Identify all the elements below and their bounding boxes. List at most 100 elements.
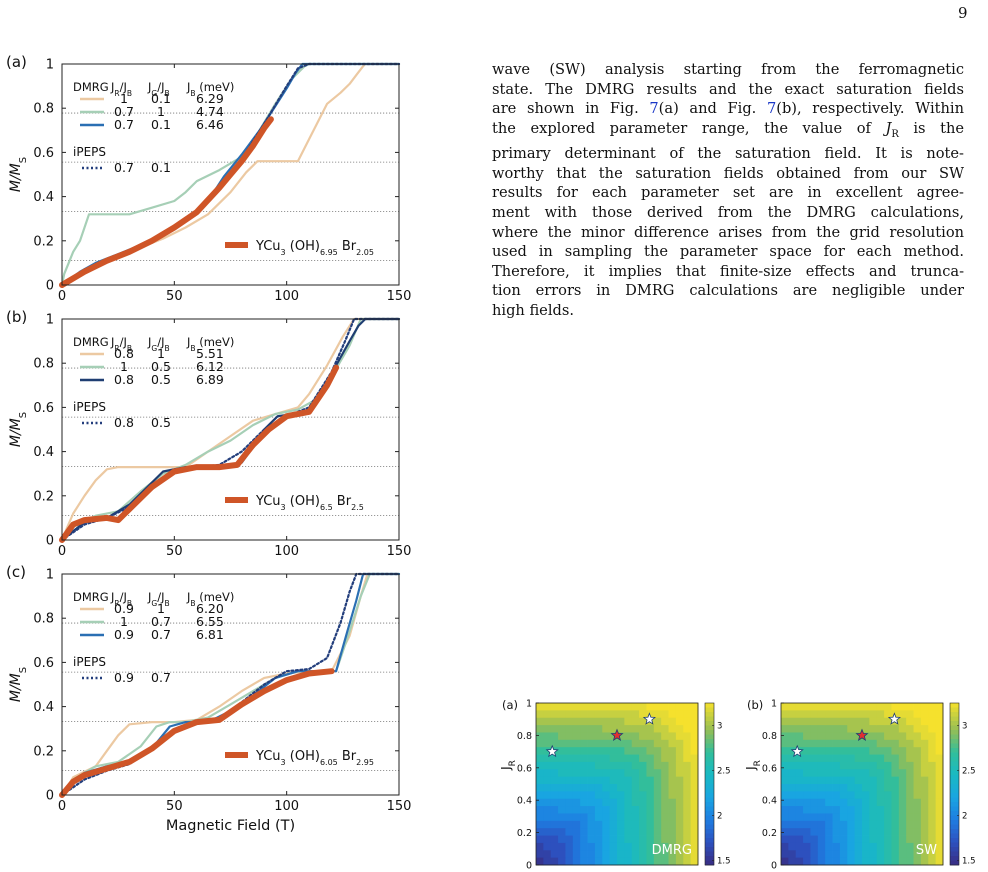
heatmap-cell [675,703,684,711]
heatmap-cell [565,798,574,807]
heatmap-cell [876,703,885,711]
heatmap-cell [876,725,885,733]
heatmap-cell [675,732,684,741]
star-marker [545,744,559,758]
text-line: are shown in Fig. 7(a) and Fig. 7(b), re… [492,100,964,118]
heatmap-cell [898,850,907,859]
colorbar-cell [950,721,959,726]
heatmap-cell [675,739,684,748]
heatmap-cell [913,835,922,844]
heatmap-cell [810,747,819,755]
heatmap-cell [847,828,856,836]
heatmap-cell [587,806,596,814]
colorbar-cell [950,761,959,767]
heatmap-cell [839,703,848,711]
heatmap-cell [550,806,559,814]
heatmap-cell [617,828,625,836]
heatmap-cell [661,725,669,733]
heatmap-cell [803,798,811,807]
heatmap-cell [624,703,633,711]
heatmap-cell [683,806,692,814]
experiment-curve [59,116,274,288]
heatmap-cell [869,732,878,741]
heatmap-cell [624,798,633,807]
heatmap-cell [639,739,647,748]
heatmap-cell [869,850,878,859]
heatmap-cell [913,710,922,719]
heatmap-cell [668,710,677,719]
heatmap-cell [854,739,863,748]
heatmap-cell [668,739,677,748]
heatmap-cell [803,776,811,785]
heatmap-cell [832,857,841,866]
heatmap-cell [543,769,552,778]
heatmap-cell [906,732,914,741]
heatmap-cell [587,784,596,792]
colorbar-cell [950,716,959,722]
heatmap-cell [862,784,870,792]
heatmap-cell [653,857,662,866]
colorbar-cell [705,734,714,740]
heatmap-cell [817,747,826,755]
heatmap-cell [572,776,581,785]
heatmap-cell [869,813,878,822]
heatmap-cell [572,835,581,844]
heatmap-cell [572,725,581,733]
heatmap-cell [617,747,625,755]
colorbar-cell [705,806,714,812]
heatmap-cell [690,820,699,829]
heatmap-cell [854,850,863,859]
legend-header: DMRG [73,335,109,349]
heatmap-cell [558,835,566,844]
heatmap-cell [913,842,922,851]
heatmap-cell [839,784,848,792]
heatmap-cell [825,754,833,763]
heatmap-cell [536,703,544,711]
heatmap-cell [653,761,662,770]
text-line: tion errors in DMRG calculations are neg… [492,282,964,300]
y-tick-label: 0.8 [33,357,54,372]
heatmap-cell [832,717,841,726]
heatmap-cell [646,828,655,836]
heatmap-cell [631,828,640,836]
heatmap-cell [884,732,892,741]
y-tick-label: 0 [771,861,777,872]
panel-label: (c) [6,563,26,581]
heatmap-cell [906,754,914,763]
heatmap-cell [594,732,603,741]
legend-header: JB (meV) [186,80,234,98]
heatmap-cell [795,703,804,711]
colorbar-cell [705,851,714,857]
colorbar-tick-label: 2 [717,812,722,822]
heatmap-cell [690,725,699,733]
heatmap-cell [543,703,552,711]
heatmap-cell [558,761,566,770]
heatmap-cell [690,842,699,851]
heatmap-cell [536,813,544,822]
star-marker [610,728,624,741]
heatmap-cell [646,820,655,829]
heatmap-cell [803,710,811,719]
heatmap-cell [550,754,559,763]
heatmap-cell [781,842,789,851]
colorbar-cell [950,757,959,762]
heatmap-cell [668,857,677,866]
legend-header: JR/JB [110,590,132,608]
heatmap-cell [847,835,856,844]
colorbar-cell [950,707,959,713]
y-tick-label: 1 [526,699,532,710]
heatmap-cell [653,717,662,726]
heatmap-cell [788,776,797,785]
heatmap-cell [817,813,826,822]
heatmap-cell [602,835,611,844]
heatmap-cell [898,857,907,866]
heatmap-cell [617,732,625,741]
heatmap-cell [543,850,552,859]
heatmap-cell [906,806,914,814]
text-line: used in sampling the parameter space for… [492,243,964,261]
heatmap-cell [803,761,811,770]
heatmap-cell [661,754,669,763]
figure-ref-link[interactable]: 7 [649,100,659,118]
figure-ref-link[interactable]: 7 [766,100,777,118]
